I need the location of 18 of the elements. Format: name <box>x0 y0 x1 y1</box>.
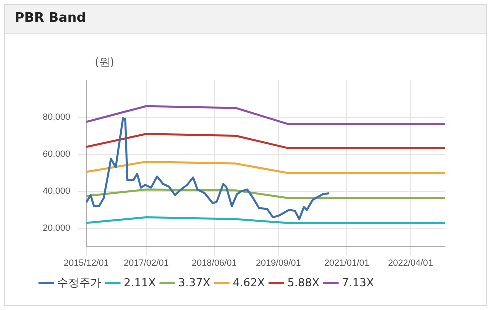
y-tick-label: 60,000 <box>42 149 71 160</box>
x-tick-label: 2021/01/01 <box>324 258 370 268</box>
x-tick-label: 2018/06/01 <box>192 258 238 268</box>
legend-label: 4.62X <box>233 276 266 290</box>
legend-label: 7.13X <box>342 276 375 290</box>
legend-label: 3.37X <box>178 276 212 290</box>
x-tick-label: 2022/04/01 <box>388 258 434 268</box>
legend-label: 5.88X <box>288 276 320 290</box>
legend-label: 2.11X <box>124 276 156 290</box>
legend-label: 수정주가 <box>58 276 102 290</box>
y-tick-label: 40,000 <box>42 186 71 196</box>
y-tick-label: 80,000 <box>42 112 71 122</box>
y-axis-title: (원) <box>95 55 115 70</box>
x-tick-label: 2015/12/01 <box>64 258 110 268</box>
y-tick-label: 20,000 <box>42 223 71 234</box>
x-tick-label: 2017/02/01 <box>124 258 170 268</box>
chart-title: PBR Band <box>15 11 86 26</box>
x-tick-label: 2019/09/01 <box>256 258 302 268</box>
